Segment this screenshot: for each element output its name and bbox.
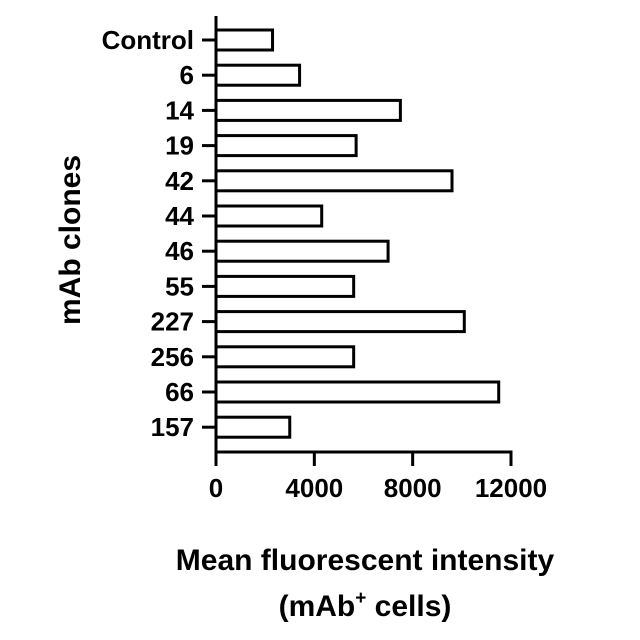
- bar-19: [216, 136, 356, 156]
- y-tick-label: 14: [165, 95, 194, 125]
- x-axis-title-line2-post: cells): [366, 590, 451, 623]
- y-tick-label: 6: [180, 60, 194, 90]
- bar-157: [216, 417, 290, 437]
- y-tick-label: 256: [151, 342, 194, 372]
- x-tick-label: 12000: [475, 473, 547, 503]
- y-tick-label: 55: [165, 271, 194, 301]
- bars-layer: [216, 30, 499, 437]
- bar-66: [216, 382, 499, 402]
- y-tick-label: 42: [165, 166, 194, 196]
- x-tick-label: 4000: [285, 473, 343, 503]
- y-tick-label: 227: [151, 307, 194, 337]
- y-ticks: Control 6 14 19 42 44 46 55 227 256 66 157: [102, 25, 216, 442]
- x-tick-label: 8000: [384, 473, 442, 503]
- bar-46: [216, 241, 388, 261]
- x-ticks: 0 4000 8000 12000: [209, 452, 547, 503]
- x-tick-label: 0: [209, 473, 223, 503]
- y-tick-label: 19: [165, 131, 194, 161]
- bar-14: [216, 100, 400, 120]
- bar-55: [216, 276, 354, 296]
- x-axis-title-line2: (mAb+ cells): [279, 588, 452, 623]
- bar-44: [216, 206, 322, 226]
- y-tick-label: 66: [165, 377, 194, 407]
- y-tick-label: 157: [151, 412, 194, 442]
- bar-42: [216, 171, 452, 191]
- y-tick-label: 44: [165, 201, 194, 231]
- bar-control: [216, 30, 273, 50]
- y-tick-label: 46: [165, 236, 194, 266]
- bar-256: [216, 347, 354, 367]
- x-axis-title-line1: Mean fluorescent intensity: [176, 544, 555, 577]
- bar-6: [216, 65, 300, 85]
- y-axis-title: mAb clones: [54, 155, 87, 325]
- x-axis-title-line2-sup: +: [355, 588, 366, 609]
- x-axis-title-line2-pre: (mAb: [279, 590, 356, 623]
- bar-227: [216, 312, 464, 332]
- y-tick-label: Control: [102, 25, 194, 55]
